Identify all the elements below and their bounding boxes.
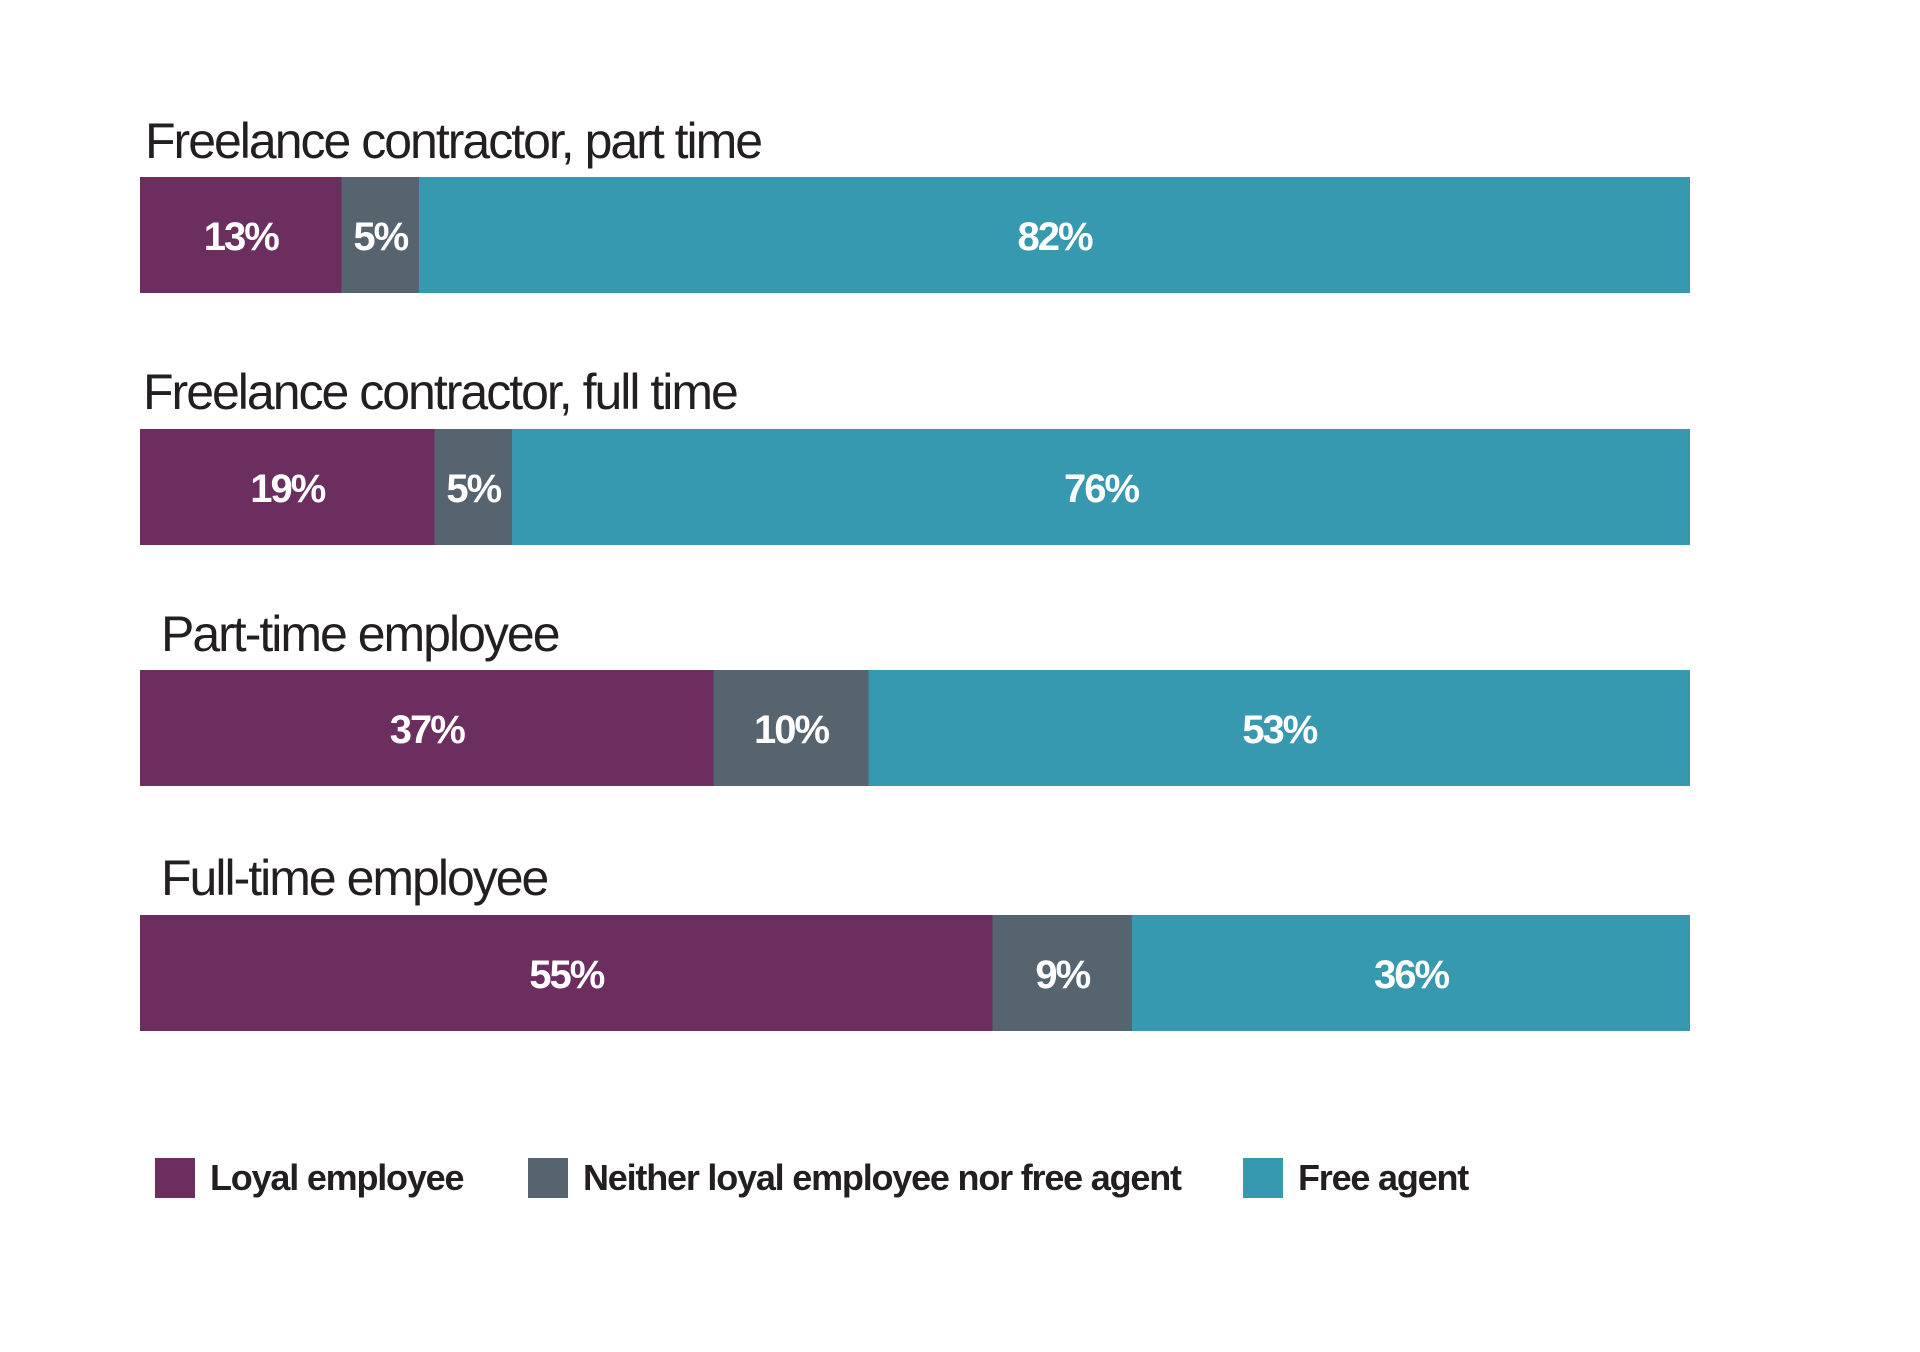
category-label: Full-time employee — [161, 850, 548, 906]
data-label: 5% — [446, 467, 501, 511]
legend-swatch — [528, 1158, 568, 1198]
data-label: 9% — [1035, 953, 1090, 997]
bar-segment — [434, 429, 512, 545]
data-label: 76% — [1064, 467, 1139, 511]
bar-segment — [992, 915, 1132, 1031]
data-label: 13% — [204, 215, 279, 259]
bar-segment — [140, 429, 435, 545]
data-label: 36% — [1374, 953, 1449, 997]
bar-segment — [713, 670, 869, 786]
legend-swatch — [155, 1158, 195, 1198]
bar-segment — [868, 670, 1690, 786]
legend-label: Neither loyal employee nor free agent — [583, 1157, 1182, 1198]
bar-segment — [341, 177, 419, 293]
data-label: 55% — [529, 953, 604, 997]
legend-swatch — [1243, 1158, 1283, 1198]
bar-segment — [140, 670, 714, 786]
bar-segment — [419, 177, 1690, 293]
data-label: 37% — [390, 708, 465, 752]
data-label: 5% — [353, 215, 408, 259]
data-label: 53% — [1242, 708, 1317, 752]
category-label: Freelance contractor, full time — [143, 364, 737, 420]
category-label: Freelance contractor, part time — [145, 113, 761, 169]
bar-segment — [140, 915, 993, 1031]
bar-segment — [512, 429, 1690, 545]
data-label: 82% — [1017, 215, 1092, 259]
category-label: Part-time employee — [161, 606, 559, 662]
legend-label: Loyal employee — [210, 1157, 463, 1198]
data-label: 10% — [754, 708, 829, 752]
bar-segment — [140, 177, 342, 293]
bar-segment — [1132, 915, 1690, 1031]
data-label: 19% — [250, 467, 325, 511]
legend-label: Free agent — [1298, 1157, 1469, 1198]
